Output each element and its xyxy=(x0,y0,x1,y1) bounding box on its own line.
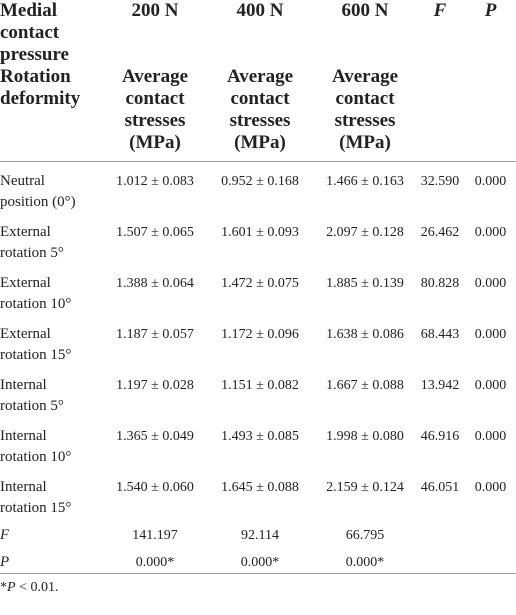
cell: 1.667 ± 0.088 xyxy=(326,378,404,393)
cell: 66.795 xyxy=(345,528,385,543)
subheader: Average contact stresses (MPa) xyxy=(105,66,205,162)
corner-bottom: Rotation deformity xyxy=(0,66,105,162)
cell: 0.000 xyxy=(474,276,507,291)
table-row: External rotation 10° 1.388 ± 0.064 1.472 … xyxy=(0,264,516,315)
cell: 2.097 ± 0.128 xyxy=(326,225,404,240)
stat-row: P 0.000* 0.000* 0.000* xyxy=(0,546,516,574)
table-row: Internal rotation 5° 1.197 ± 0.028 1.151 ±… xyxy=(0,366,516,417)
empty-cell xyxy=(415,546,465,574)
cell: 1.187 ± 0.057 xyxy=(116,327,194,342)
row-label: External rotation 10° xyxy=(0,275,72,312)
row-label: External rotation 15° xyxy=(0,326,72,363)
cell: 0.000 xyxy=(474,480,507,495)
empty-cell xyxy=(465,519,516,546)
cell: 1.638 ± 0.086 xyxy=(326,327,404,342)
cell: 2.159 ± 0.124 xyxy=(326,480,404,495)
column-header: 600 N xyxy=(341,0,389,21)
footnote-symbol: P xyxy=(7,580,16,595)
cell: 0.952 ± 0.168 xyxy=(221,174,299,189)
cell: 0.000* xyxy=(205,546,315,574)
cell: 1.472 ± 0.075 xyxy=(221,276,299,291)
row-label: Internal rotation 15° xyxy=(0,479,72,516)
cell: 1.507 ± 0.065 xyxy=(116,225,194,240)
cell: 141.197 xyxy=(132,528,178,543)
footnote-text: < 0.01. xyxy=(15,580,59,595)
cell: 0.000 xyxy=(474,327,507,342)
subheader-row: Rotation deformity Average contact stress… xyxy=(0,66,516,162)
cell: 1.151 ± 0.082 xyxy=(221,378,299,393)
cell: 13.942 xyxy=(420,378,460,393)
column-header: 400 N xyxy=(236,0,284,21)
cell: 1.885 ± 0.139 xyxy=(326,276,404,291)
column-header: F xyxy=(433,0,447,21)
cell: 0.000 xyxy=(474,174,507,189)
cell: 0.000 xyxy=(474,429,507,444)
row-label: Internal rotation 5° xyxy=(0,377,64,414)
cell: 1.645 ± 0.088 xyxy=(221,480,299,495)
cell: 46.916 xyxy=(420,429,460,444)
table-header: Medial contact pressure 200 N 400 N 600 N F P… xyxy=(0,0,516,162)
footnote: *P < 0.01. xyxy=(0,574,516,596)
table-row: External rotation 5° 1.507 ± 0.065 1.601 ±… xyxy=(0,213,516,264)
cell: 0.000 xyxy=(474,378,507,393)
cell: 1.601 ± 0.093 xyxy=(221,225,299,240)
empty-cell xyxy=(415,66,465,162)
row-label: Internal rotation 10° xyxy=(0,428,72,465)
cell: 1.388 ± 0.064 xyxy=(116,276,194,291)
cell: 1.493 ± 0.085 xyxy=(221,429,299,444)
table-row: Internal rotation 15° 1.540 ± 0.060 1.645 … xyxy=(0,468,516,519)
subheader: Average contact stresses (MPa) xyxy=(315,66,415,162)
table-body: Neutral position (0°) 1.012 ± 0.083 0.952 … xyxy=(0,162,516,574)
subheader: Average contact stresses (MPa) xyxy=(205,66,315,162)
table-row: External rotation 15° 1.187 ± 0.057 1.172 … xyxy=(0,315,516,366)
empty-cell xyxy=(415,519,465,546)
cell: 1.365 ± 0.049 xyxy=(116,429,194,444)
corner-top: Medial contact pressure xyxy=(0,0,69,65)
cell: 1.197 ± 0.028 xyxy=(116,378,194,393)
cell: 0.000* xyxy=(105,546,205,574)
cell: 1.540 ± 0.060 xyxy=(116,480,194,495)
cell: 32.590 xyxy=(420,174,460,189)
cell: 80.828 xyxy=(420,276,460,291)
column-header: 200 N xyxy=(131,0,179,21)
cell: 0.000* xyxy=(315,546,415,574)
table-row: Internal rotation 10° 1.365 ± 0.049 1.493 … xyxy=(0,417,516,468)
footnote-prefix: * xyxy=(0,580,7,595)
table-row: Neutral position (0°) 1.012 ± 0.083 0.952 … xyxy=(0,162,516,214)
cell: 1.466 ± 0.163 xyxy=(326,174,404,189)
row-label: F xyxy=(0,527,10,543)
row-label: External rotation 5° xyxy=(0,224,64,261)
cell: 1.172 ± 0.096 xyxy=(221,327,299,342)
header-row: Medial contact pressure 200 N 400 N 600 N F P xyxy=(0,0,516,66)
cell: 92.114 xyxy=(241,528,279,543)
row-label: Neutral position (0°) xyxy=(0,173,76,210)
cell: 46.051 xyxy=(420,480,460,495)
column-header: P xyxy=(484,0,497,21)
empty-cell xyxy=(465,546,516,574)
cell: 26.462 xyxy=(420,225,460,240)
cell: 68.443 xyxy=(420,327,460,342)
stat-row: F 141.197 92.114 66.795 xyxy=(0,519,516,546)
cell: 1.012 ± 0.083 xyxy=(116,174,194,189)
cell: 1.998 ± 0.080 xyxy=(326,429,404,444)
cell: 0.000 xyxy=(474,225,507,240)
empty-cell xyxy=(465,66,516,162)
row-label: P xyxy=(0,546,105,574)
